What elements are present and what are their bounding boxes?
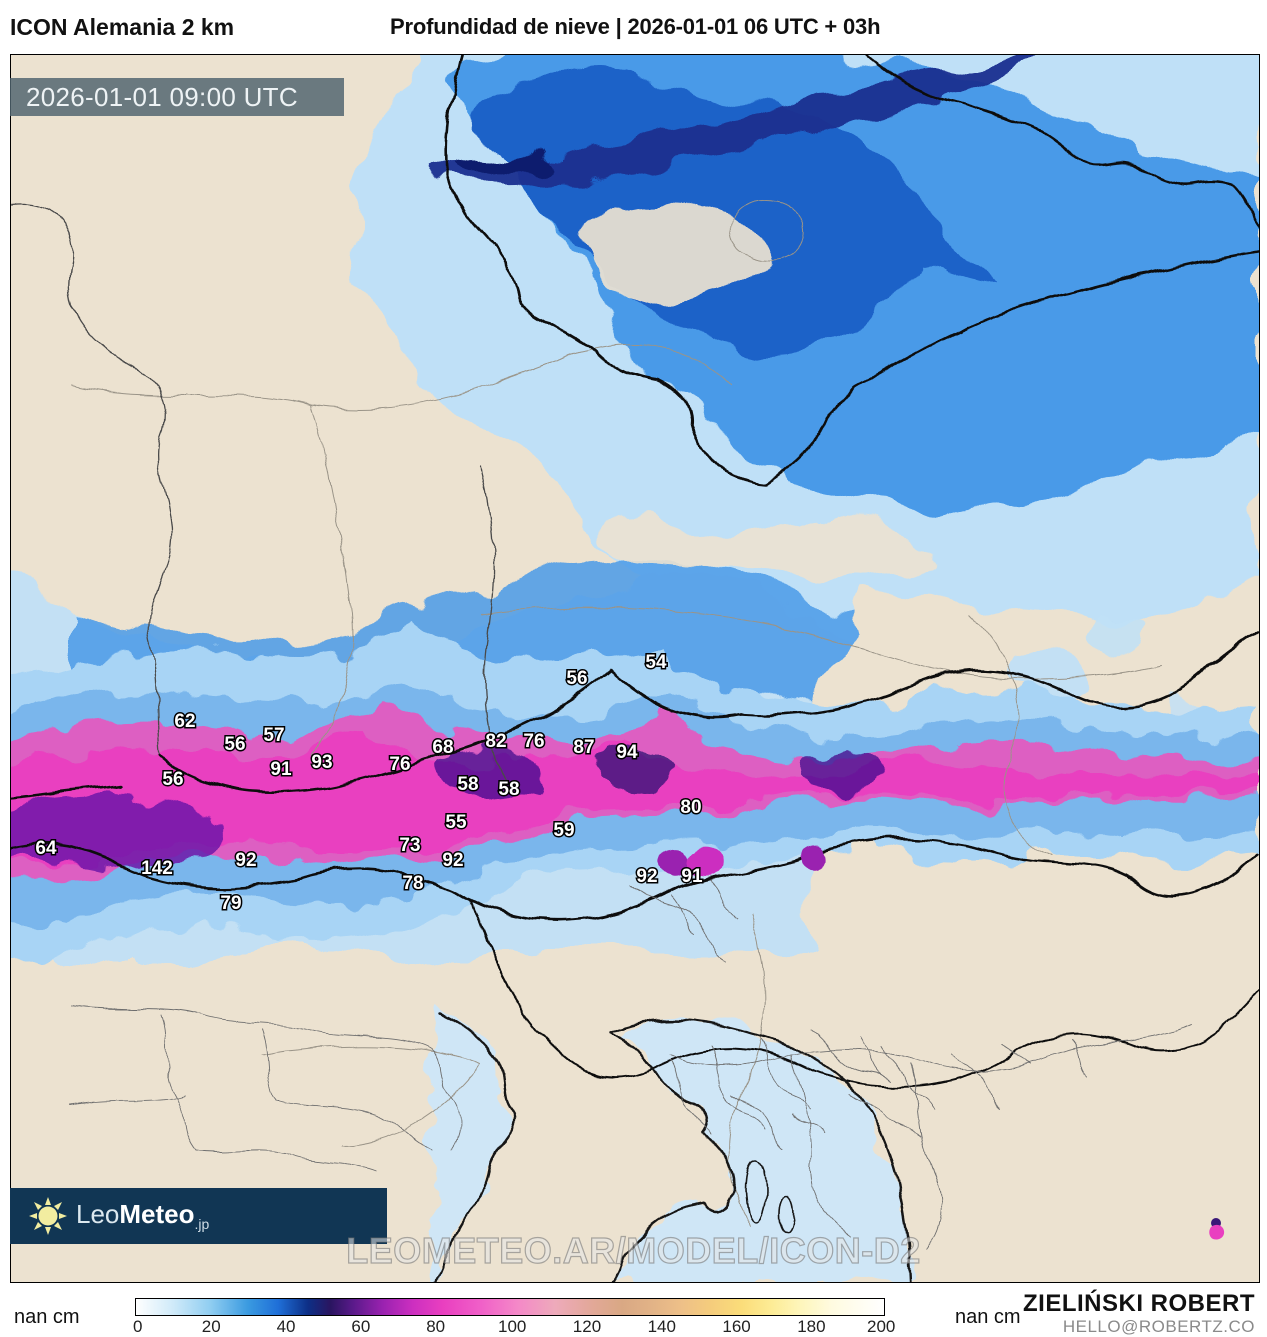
svg-text:79: 79 [220,893,241,914]
svg-text:82: 82 [485,731,506,752]
svg-text:76: 76 [389,754,410,775]
svg-text:54: 54 [645,652,667,673]
svg-text:78: 78 [402,873,423,894]
svg-text:59: 59 [553,820,574,841]
svg-text:62: 62 [174,711,195,732]
svg-text:93: 93 [311,752,332,773]
svg-text:64: 64 [35,838,57,859]
svg-text:87: 87 [573,737,594,758]
svg-text:68: 68 [432,737,453,758]
svg-text:56: 56 [566,668,587,689]
svg-text:91: 91 [681,866,703,887]
svg-text:142: 142 [141,858,173,879]
svg-text:73: 73 [399,835,420,856]
svg-text:76: 76 [523,731,544,752]
svg-text:92: 92 [442,850,463,871]
svg-text:92: 92 [636,866,657,887]
svg-text:56: 56 [224,734,245,755]
svg-text:92: 92 [235,850,256,871]
svg-text:57: 57 [263,725,284,746]
svg-text:80: 80 [680,797,701,818]
svg-text:58: 58 [498,779,519,800]
svg-text:91: 91 [270,759,292,780]
svg-text:58: 58 [457,774,478,795]
svg-text:55: 55 [445,812,467,833]
svg-text:94: 94 [616,742,638,763]
svg-text:56: 56 [162,769,183,790]
